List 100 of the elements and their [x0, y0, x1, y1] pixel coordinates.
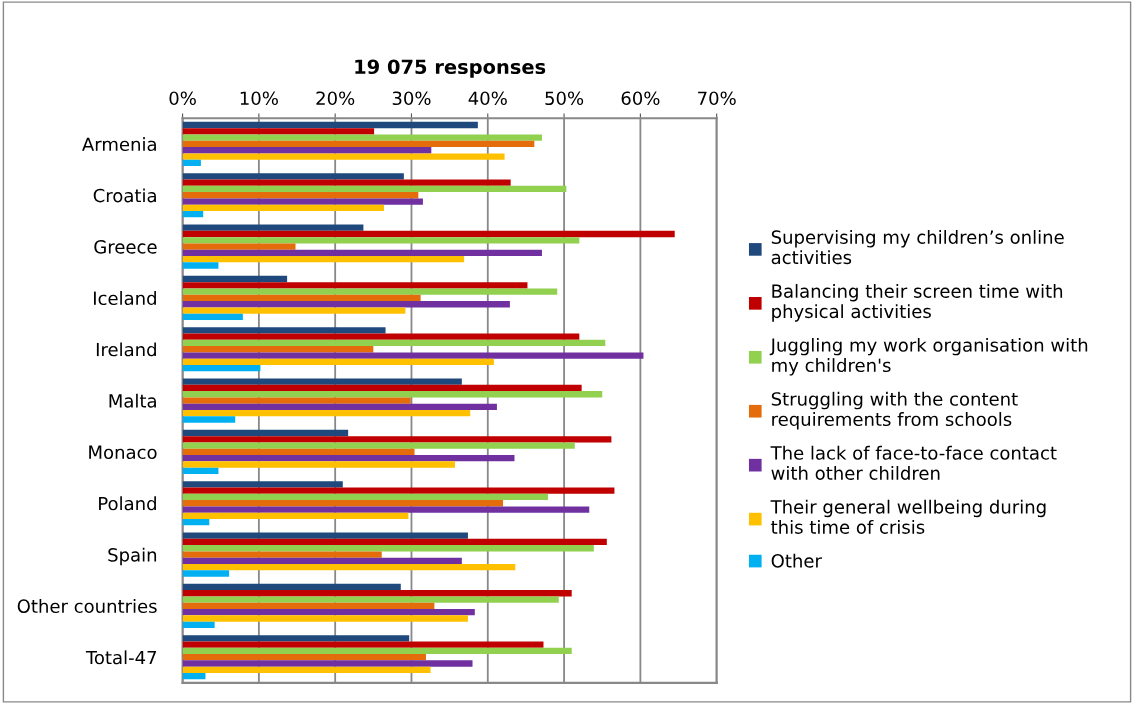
bar	[182, 159, 201, 167]
bar	[182, 436, 612, 443]
x-tick-label: 30%	[392, 91, 431, 106]
bar	[182, 339, 606, 347]
y-tick-label: Poland	[99, 496, 156, 511]
bar	[182, 532, 468, 539]
bar	[182, 641, 544, 648]
legend-label: Other	[771, 553, 822, 568]
bar	[182, 198, 423, 205]
bar	[182, 602, 435, 610]
bar	[182, 204, 385, 212]
chart-title: 19 075 responses	[355, 59, 546, 78]
bar	[182, 455, 515, 462]
bar	[182, 333, 580, 340]
y-tick-label: Monaco	[89, 445, 157, 460]
y-tick-label: Spain	[108, 547, 157, 566]
bar	[182, 538, 607, 546]
x-tick-label: 10%	[240, 91, 278, 106]
bar	[182, 224, 364, 231]
bar	[182, 416, 236, 423]
bar	[182, 410, 471, 417]
bar	[182, 590, 572, 597]
y-tick-label: Greece	[94, 240, 157, 254]
bar	[182, 365, 261, 372]
y-tick-label: Total-47	[85, 650, 157, 665]
bar	[182, 147, 432, 154]
bar	[182, 313, 243, 320]
bar	[182, 583, 401, 591]
y-tick-label: Croatia	[93, 188, 156, 203]
bar	[182, 506, 590, 513]
bar	[182, 211, 204, 218]
bar	[182, 346, 374, 353]
y-tick-label: Armenia	[82, 137, 156, 152]
y-tick-label: Iceland	[94, 291, 156, 306]
bar	[182, 615, 468, 622]
bar	[182, 378, 462, 385]
legend-label: Supervising my children’s online activities	[771, 230, 1064, 265]
bar	[182, 301, 510, 308]
bar	[182, 249, 542, 257]
legend-label: Juggling my work organisation with my children's	[769, 337, 1088, 376]
bar	[182, 551, 382, 558]
bar	[182, 185, 567, 193]
bar	[182, 596, 559, 603]
bar	[182, 391, 603, 398]
bar	[182, 128, 375, 135]
bar	[182, 512, 409, 519]
bar	[182, 519, 210, 526]
bar	[182, 256, 465, 263]
bar	[182, 635, 410, 642]
y-tick-label: Other countries	[17, 599, 157, 613]
x-tick-label: 40%	[468, 91, 507, 106]
bar	[182, 173, 404, 180]
legend-label: Struggling with the content requirements from schools	[771, 391, 1018, 430]
bar	[182, 654, 426, 661]
bar	[182, 230, 675, 238]
x-tick-label: 0%	[169, 91, 196, 106]
bar	[182, 647, 572, 655]
bar	[182, 121, 478, 129]
bar	[182, 461, 455, 468]
bar	[182, 153, 505, 160]
legend-label: The lack of face-to-face contact with other children	[770, 445, 1057, 480]
bar	[182, 288, 558, 295]
bar	[182, 192, 419, 199]
bar	[182, 384, 582, 392]
bar	[182, 243, 296, 250]
bar	[182, 134, 542, 141]
x-tick-label: 70%	[698, 91, 736, 106]
bar	[182, 237, 580, 244]
bar	[182, 179, 511, 186]
bar	[182, 140, 535, 148]
bar	[182, 262, 219, 269]
x-tick-label: 60%	[621, 91, 660, 106]
bar	[182, 570, 230, 577]
bar	[182, 294, 421, 302]
bar	[182, 307, 406, 314]
bar	[182, 429, 349, 437]
bar	[182, 442, 575, 449]
bar	[182, 500, 504, 507]
x-tick-label: 50%	[545, 91, 584, 106]
bar	[182, 672, 206, 680]
bar	[182, 467, 219, 474]
y-tick-label: Malta	[109, 393, 156, 408]
bar	[182, 666, 431, 673]
bar	[182, 448, 415, 456]
bar	[182, 493, 549, 501]
legend-label: Their general wellbeing during this time of crisis	[770, 499, 1046, 534]
bar	[182, 403, 497, 411]
bar	[182, 609, 475, 616]
bar	[182, 660, 473, 667]
bar	[182, 352, 644, 359]
bar	[182, 358, 494, 366]
bar	[182, 621, 215, 628]
bar	[182, 481, 343, 488]
bar	[182, 564, 516, 571]
bar	[182, 557, 462, 565]
bar	[182, 487, 615, 494]
x-tick-label: 20%	[316, 91, 355, 106]
y-tick-label: Ireland	[96, 342, 156, 357]
bar	[182, 545, 594, 552]
bar	[182, 275, 288, 283]
